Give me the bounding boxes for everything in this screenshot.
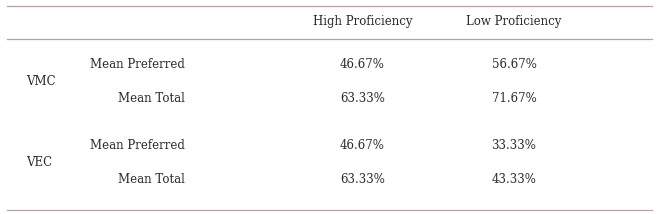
Text: 63.33%: 63.33% bbox=[340, 92, 385, 105]
Text: High Proficiency: High Proficiency bbox=[313, 15, 412, 28]
Text: 56.67%: 56.67% bbox=[492, 58, 536, 71]
Text: 46.67%: 46.67% bbox=[340, 58, 385, 71]
Text: Mean Preferred: Mean Preferred bbox=[90, 58, 185, 71]
Text: 63.33%: 63.33% bbox=[340, 173, 385, 186]
Text: 46.67%: 46.67% bbox=[340, 139, 385, 152]
Text: Mean Total: Mean Total bbox=[118, 173, 185, 186]
Text: 33.33%: 33.33% bbox=[492, 139, 536, 152]
Text: 43.33%: 43.33% bbox=[492, 173, 536, 186]
Text: Mean Total: Mean Total bbox=[118, 92, 185, 105]
Text: Mean Preferred: Mean Preferred bbox=[90, 139, 185, 152]
Text: 71.67%: 71.67% bbox=[492, 92, 536, 105]
Text: VMC: VMC bbox=[26, 75, 56, 88]
Text: Low Proficiency: Low Proficiency bbox=[467, 15, 561, 28]
Text: VEC: VEC bbox=[26, 156, 53, 169]
